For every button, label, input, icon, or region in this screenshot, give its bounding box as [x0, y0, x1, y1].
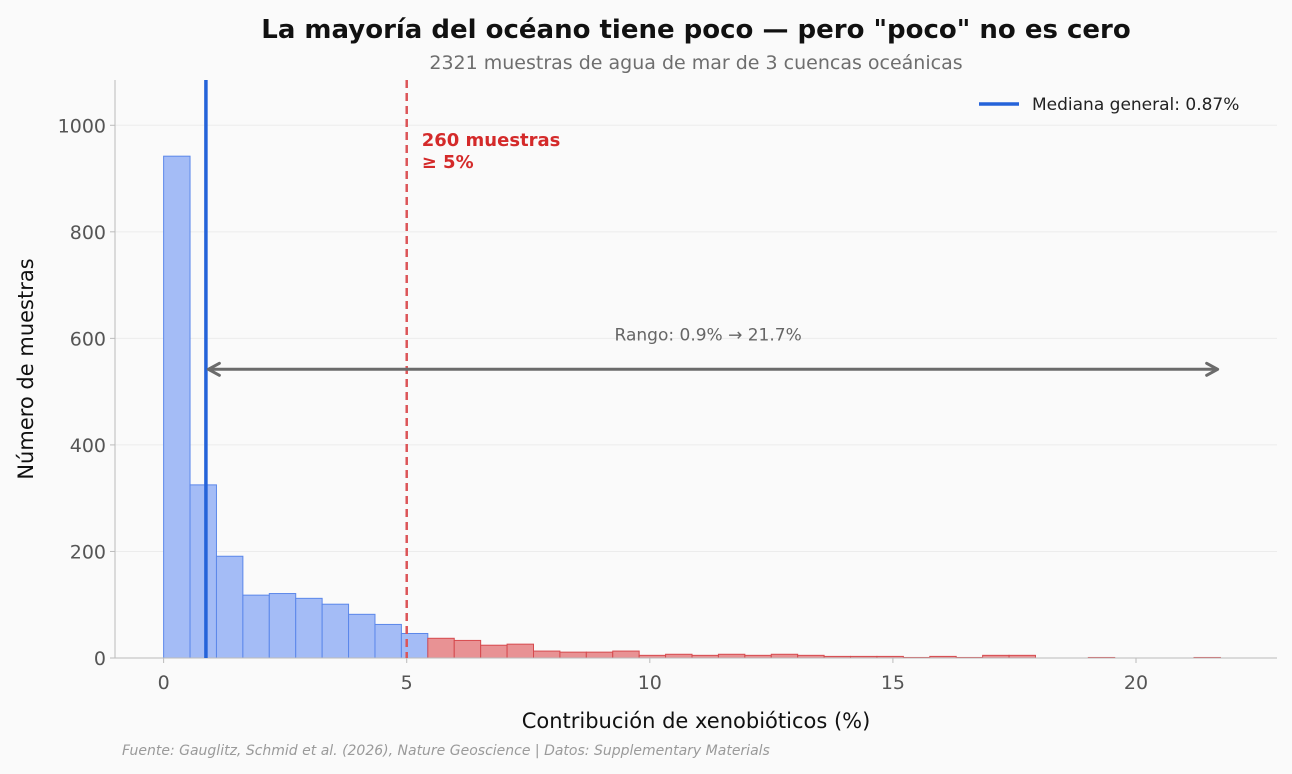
range-arrow-right-head: [1205, 361, 1220, 377]
bar-bin-14: [533, 650, 561, 659]
histogram-bars: [163, 155, 1221, 659]
bar-bin-21: [717, 653, 746, 659]
bar-bin-11: [453, 639, 482, 659]
bar-bin-7: [348, 613, 376, 659]
threshold-annotation-line2: ≥ 5%: [422, 152, 474, 173]
bar-bin-3: [242, 594, 270, 659]
y-axis-label: Número de muestras: [14, 258, 38, 479]
y-tick-label-0: 0: [94, 648, 106, 670]
bar-bin-0: [163, 155, 191, 659]
bar-bin-1: [189, 484, 217, 659]
legend: Mediana general: 0.87%: [979, 95, 1239, 115]
bar-bin-16: [585, 651, 614, 659]
bar-bin-19: [665, 653, 693, 659]
bar-bin-17: [612, 650, 640, 659]
x-tick-label-20: 20: [1124, 672, 1148, 694]
y-tick-label-1000: 1000: [58, 115, 106, 137]
x-tick-label-0: 0: [158, 672, 170, 694]
range-arrow-left-head: [206, 361, 221, 377]
bar-bin-12: [480, 644, 508, 659]
threshold-annotation-line1: 260 muestras: [422, 130, 561, 151]
bar-bin-23: [770, 653, 799, 659]
y-tick-label-200: 200: [70, 541, 106, 563]
x-tick-label-10: 10: [638, 672, 662, 694]
axes: 0 200 400 600 800 1000 0 5 10 15 20: [58, 80, 1277, 694]
bar-bin-15: [559, 651, 587, 659]
x-tick-label-5: 5: [401, 672, 413, 694]
bar-bin-10: [427, 637, 455, 659]
bar-bin-8: [374, 623, 402, 659]
y-tick-label-800: 800: [70, 222, 106, 244]
bar-bin-5: [295, 597, 323, 659]
bar-bin-4: [268, 593, 297, 659]
bar-bin-13: [506, 643, 534, 659]
x-axis-label: Contribución de xenobióticos (%): [522, 709, 871, 733]
x-tick-label-15: 15: [881, 672, 905, 694]
source-footer: Fuente: Gauglitz, Schmid et al. (2026), …: [122, 743, 770, 759]
bar-bin-9: [400, 632, 429, 659]
grid-lines: [115, 124, 1277, 552]
y-tick-label-400: 400: [70, 435, 106, 457]
bar-bin-2: [215, 555, 244, 659]
reference-lines: [204, 80, 1220, 658]
chart-title: La mayoría del océano tiene poco — pero …: [261, 15, 1130, 45]
y-tick-label-600: 600: [70, 328, 106, 350]
bar-bin-6: [321, 603, 350, 659]
chart-subtitle: 2321 muestras de agua de mar de 3 cuenca…: [429, 52, 962, 74]
legend-median-label: Mediana general: 0.87%: [1032, 95, 1239, 115]
range-annotation-label: Rango: 0.9% → 21.7%: [615, 325, 802, 345]
